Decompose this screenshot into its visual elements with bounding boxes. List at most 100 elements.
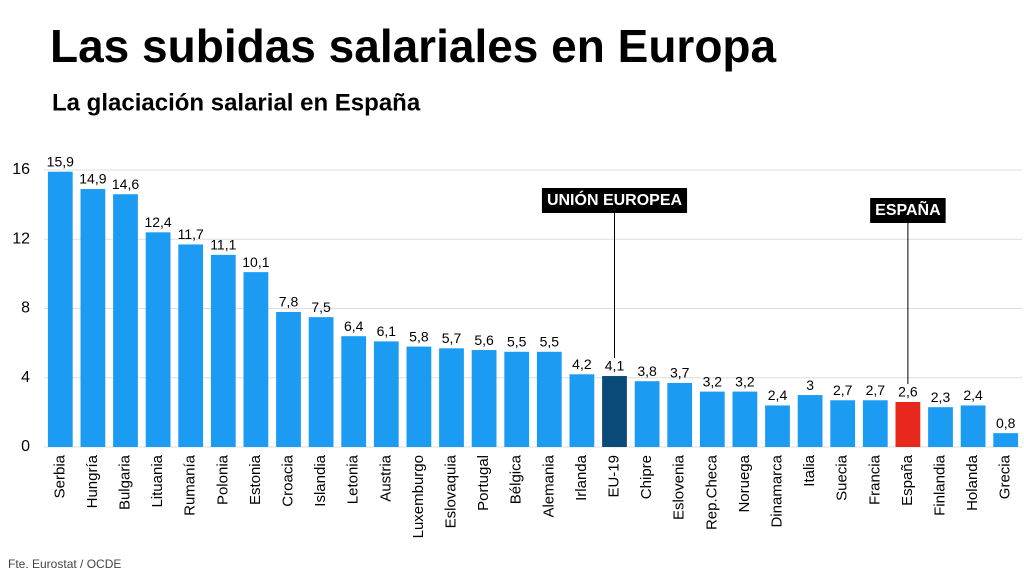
bar [699,391,725,447]
x-tick-label: Eslovaquia [442,454,459,528]
bar [471,350,497,447]
value-label: 15,9 [47,153,74,169]
x-tick-label: Suecia [834,454,851,501]
bar [341,336,367,447]
annotation-box [541,188,688,213]
x-tick-label: Lituania [149,454,166,507]
bar [406,346,432,447]
bar [210,254,236,447]
bar [373,341,399,447]
chart-subtitle: La glaciación salarial en España [52,89,421,116]
value-label: 10,1 [242,254,269,270]
x-tick-label: Portugal [475,455,492,511]
bar [895,401,921,447]
bar [830,400,856,447]
x-tick-label: Finlandia [931,454,948,516]
bar [765,405,790,447]
bar [145,232,171,447]
x-tick-label: Islandia [312,454,329,506]
value-label: 4,1 [605,358,625,374]
x-tick-label: Chipre [638,455,655,499]
source: Fte. Eurostat / OCDE [8,557,121,571]
bar [504,351,530,447]
y-tick-label: 8 [21,300,30,317]
value-label: 5,6 [474,332,494,348]
x-tick-label: Letonia [345,454,362,504]
value-label: 6,4 [344,318,364,334]
x-tick-label: Noruega [736,454,753,512]
x-tick-label: España [899,454,916,506]
bar [569,374,595,447]
value-label: 11,1 [210,237,236,253]
bar [960,405,986,447]
value-label: 12,4 [144,214,171,230]
value-label: 5,5 [507,333,527,349]
x-tick-label: Alemania [540,454,557,517]
x-tick-label: Rep.Checa [703,454,720,530]
x-tick-label: Luxemburgo [410,455,427,538]
value-label: 5,8 [409,328,429,344]
bar [928,407,953,447]
x-tick-label: Estonia [247,454,264,505]
bar [862,400,888,447]
bar [602,376,627,447]
y-tick-label: 12 [12,230,30,247]
value-label: 14,6 [112,176,139,192]
value-label: 6,1 [377,323,397,339]
x-tick-label: Italia [801,454,818,486]
chart-title: Las subidas salariales en Europa [50,20,777,72]
value-label: 2,3 [931,389,951,405]
value-label: 7,8 [279,294,299,310]
x-tick-label: Serbia [51,454,68,498]
annotation-box [870,198,946,223]
value-label: 3,2 [703,373,723,389]
x-tick-label: EU-19 [605,455,622,498]
x-tick-label: Grecia [997,454,1014,499]
bar [243,272,269,447]
value-label: 5,7 [442,330,462,346]
y-tick-label: 4 [21,369,30,386]
value-label: 2,6 [898,384,918,400]
value-label: 2,4 [963,387,983,403]
value-label: 2,7 [833,382,853,398]
value-label: 7,5 [311,299,331,315]
value-label: 0,8 [996,415,1016,431]
bar [47,171,73,447]
value-label: 3,2 [735,373,755,389]
annotation-label: UNIÓN EUROPEA [547,190,683,209]
x-tick-label: Dinamarca [768,454,785,527]
x-tick-label: Irlanda [573,454,590,501]
bar [732,391,758,447]
x-tick-label: Austria [377,454,394,501]
x-tick-label: Eslovenia [671,454,688,520]
bar [276,311,301,447]
x-tick-label: Francia [866,454,883,505]
bar [797,395,823,447]
x-tick-label: Bulgaria [116,454,133,510]
bar [439,348,464,447]
value-label: 11,7 [178,226,204,242]
value-label: 3,8 [637,363,657,379]
bar [80,189,106,447]
value-label: 3,7 [670,365,690,381]
bar [308,317,334,447]
x-tick-label: Croacia [279,454,296,506]
x-tick-label: Rumanía [182,454,199,516]
value-label: 14,9 [79,171,106,187]
x-tick-label: Polonia [214,454,231,505]
bar [113,194,138,447]
y-tick-label: 0 [21,438,30,455]
x-tick-label: Holanda [964,454,981,511]
y-tick-label: 16 [12,161,30,178]
x-tick-label: Bélgica [508,454,525,504]
value-label: 4,2 [572,356,592,372]
bar [667,382,693,447]
bar [993,433,1019,447]
bar [634,381,660,447]
annotation-label: ESPAÑA [875,199,941,219]
bar [536,351,562,447]
bar [178,244,204,447]
value-label: 2,7 [866,382,886,398]
value-label: 5,5 [540,333,560,349]
